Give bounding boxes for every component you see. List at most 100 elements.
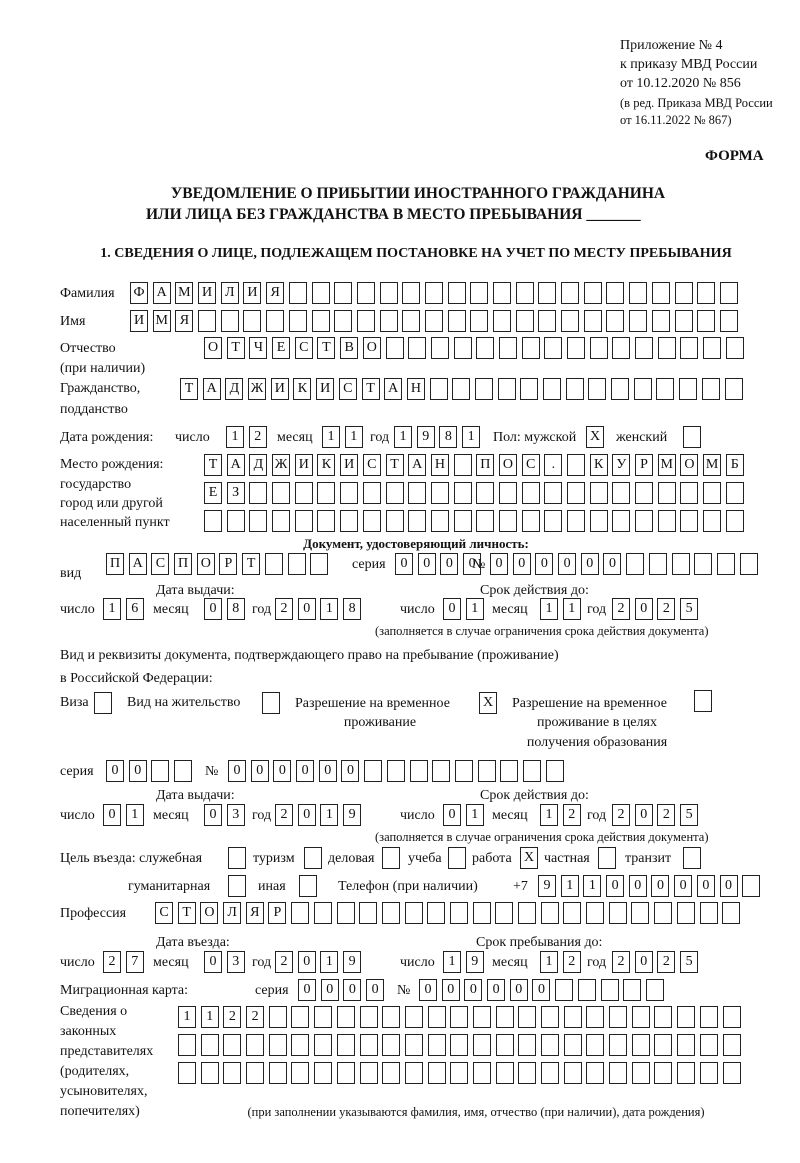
letter-cell[interactable] — [424, 282, 443, 304]
letter-cell[interactable]: Р — [219, 553, 238, 575]
letter-cell[interactable] — [586, 1062, 605, 1084]
letter-cell[interactable] — [657, 482, 676, 504]
letter-cell[interactable] — [612, 482, 631, 504]
letter-cell[interactable] — [654, 1006, 673, 1028]
letter-cell[interactable]: 0 — [103, 804, 121, 826]
letter-cell[interactable] — [583, 310, 602, 332]
letter-cell[interactable] — [409, 760, 428, 782]
letter-cell[interactable] — [498, 482, 517, 504]
letter-cell[interactable] — [651, 310, 670, 332]
letter-cell[interactable] — [561, 310, 580, 332]
letter-cell[interactable] — [495, 1062, 514, 1084]
letter-cell[interactable] — [722, 1034, 741, 1056]
letter-cell[interactable]: М — [703, 454, 722, 476]
letter-cell[interactable] — [671, 553, 690, 575]
purpose-transit-checkbox[interactable] — [683, 847, 701, 869]
letter-cell[interactable] — [694, 553, 713, 575]
letter-cell[interactable] — [272, 482, 291, 504]
letter-cell[interactable] — [288, 282, 307, 304]
letter-cell[interactable]: 2 — [103, 951, 121, 973]
letter-cell[interactable]: 8 — [226, 598, 245, 620]
birth-place-row-3[interactable] — [204, 510, 744, 532]
letter-cell[interactable]: А — [226, 454, 245, 476]
letter-cell[interactable]: 1 — [320, 804, 339, 826]
letter-cell[interactable]: В — [340, 337, 359, 359]
letter-cell[interactable] — [676, 902, 695, 924]
letter-cell[interactable] — [626, 553, 645, 575]
purpose-humanitarian-checkbox[interactable] — [228, 875, 246, 897]
letter-cell[interactable] — [268, 1034, 287, 1056]
letter-cell[interactable]: 0 — [204, 598, 222, 620]
letter-cell[interactable]: 2 — [562, 951, 581, 973]
letter-cell[interactable] — [631, 1034, 650, 1056]
letter-cell[interactable] — [518, 1034, 537, 1056]
letter-cell[interactable] — [635, 510, 654, 532]
letter-cell[interactable] — [200, 1062, 219, 1084]
letter-cell[interactable]: 5 — [680, 804, 699, 826]
letter-cell[interactable]: 9 — [538, 875, 556, 897]
letter-cell[interactable]: З — [226, 482, 245, 504]
letter-cell[interactable] — [430, 510, 449, 532]
letter-cell[interactable] — [563, 1034, 582, 1056]
letter-cell[interactable] — [472, 1006, 491, 1028]
letter-cell[interactable] — [336, 1034, 355, 1056]
letter-cell[interactable] — [635, 337, 654, 359]
letter-cell[interactable]: Е — [272, 337, 291, 359]
letter-cell[interactable] — [470, 310, 489, 332]
letter-cell[interactable] — [287, 553, 306, 575]
letter-cell[interactable]: С — [294, 337, 313, 359]
letter-cell[interactable] — [586, 1034, 605, 1056]
letter-cell[interactable]: С — [362, 454, 381, 476]
letter-cell[interactable]: 0 — [634, 804, 653, 826]
letter-cell[interactable]: Т — [361, 378, 380, 400]
letter-cell[interactable]: 2 — [248, 426, 267, 448]
letter-cell[interactable]: 2 — [657, 598, 676, 620]
letter-cell[interactable] — [606, 310, 625, 332]
letter-cell[interactable] — [314, 1034, 333, 1056]
letter-cell[interactable] — [427, 1006, 446, 1028]
letter-cell[interactable] — [500, 760, 519, 782]
letter-cell[interactable]: Я — [175, 310, 194, 332]
letter-cell[interactable]: 2 — [275, 951, 293, 973]
letter-cell[interactable] — [703, 482, 722, 504]
letter-cell[interactable] — [563, 1062, 582, 1084]
letter-cell[interactable]: 5 — [680, 598, 699, 620]
letter-cell[interactable]: Ж — [248, 378, 267, 400]
letter-cell[interactable] — [518, 1062, 537, 1084]
letter-cell[interactable] — [703, 337, 722, 359]
letter-cell[interactable] — [288, 310, 307, 332]
letter-cell[interactable] — [495, 902, 514, 924]
letter-cell[interactable]: Я — [245, 902, 264, 924]
letter-cell[interactable]: 2 — [612, 951, 630, 973]
letter-cell[interactable]: 1 — [322, 426, 340, 448]
letter-cell[interactable]: 3 — [226, 951, 245, 973]
letter-cell[interactable]: 0 — [128, 760, 147, 782]
letter-cell[interactable] — [311, 310, 330, 332]
letter-cell[interactable] — [408, 482, 427, 504]
letter-cell[interactable]: 0 — [674, 875, 693, 897]
letter-cell[interactable] — [272, 510, 291, 532]
letter-cell[interactable] — [724, 378, 743, 400]
letter-cell[interactable]: Н — [430, 454, 449, 476]
letter-cell[interactable]: 0 — [628, 875, 647, 897]
letter-cell[interactable]: 0 — [634, 598, 653, 620]
letter-cell[interactable] — [583, 282, 602, 304]
letter-cell[interactable] — [722, 1062, 741, 1084]
letter-cell[interactable] — [623, 979, 642, 1001]
purpose-tourism-checkbox[interactable] — [304, 847, 322, 869]
letter-cell[interactable] — [565, 378, 584, 400]
letter-cell[interactable] — [515, 282, 534, 304]
letter-cell[interactable]: 2 — [612, 804, 630, 826]
letter-cell[interactable]: Н — [406, 378, 425, 400]
letter-cell[interactable]: И — [130, 310, 148, 332]
visa-checkbox[interactable] — [94, 692, 112, 714]
letter-cell[interactable]: 8 — [439, 426, 458, 448]
letter-cell[interactable] — [359, 902, 378, 924]
letter-cell[interactable] — [699, 1006, 718, 1028]
